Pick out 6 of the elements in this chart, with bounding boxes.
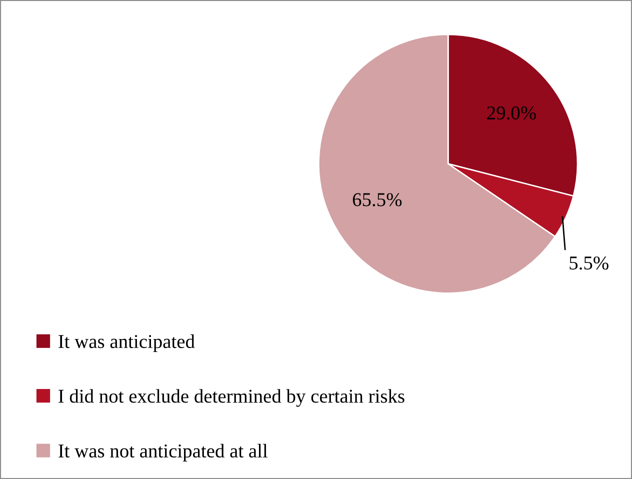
legend-label: It was not anticipated at all (58, 444, 268, 462)
data-label: 65.5% (352, 193, 402, 206)
legend-label: It was anticipated (58, 334, 195, 352)
data-label: 5.5% (570, 256, 608, 270)
legend-label: I did not exclude determined by certain risks (58, 389, 404, 407)
data-label: 29.0% (487, 106, 536, 120)
